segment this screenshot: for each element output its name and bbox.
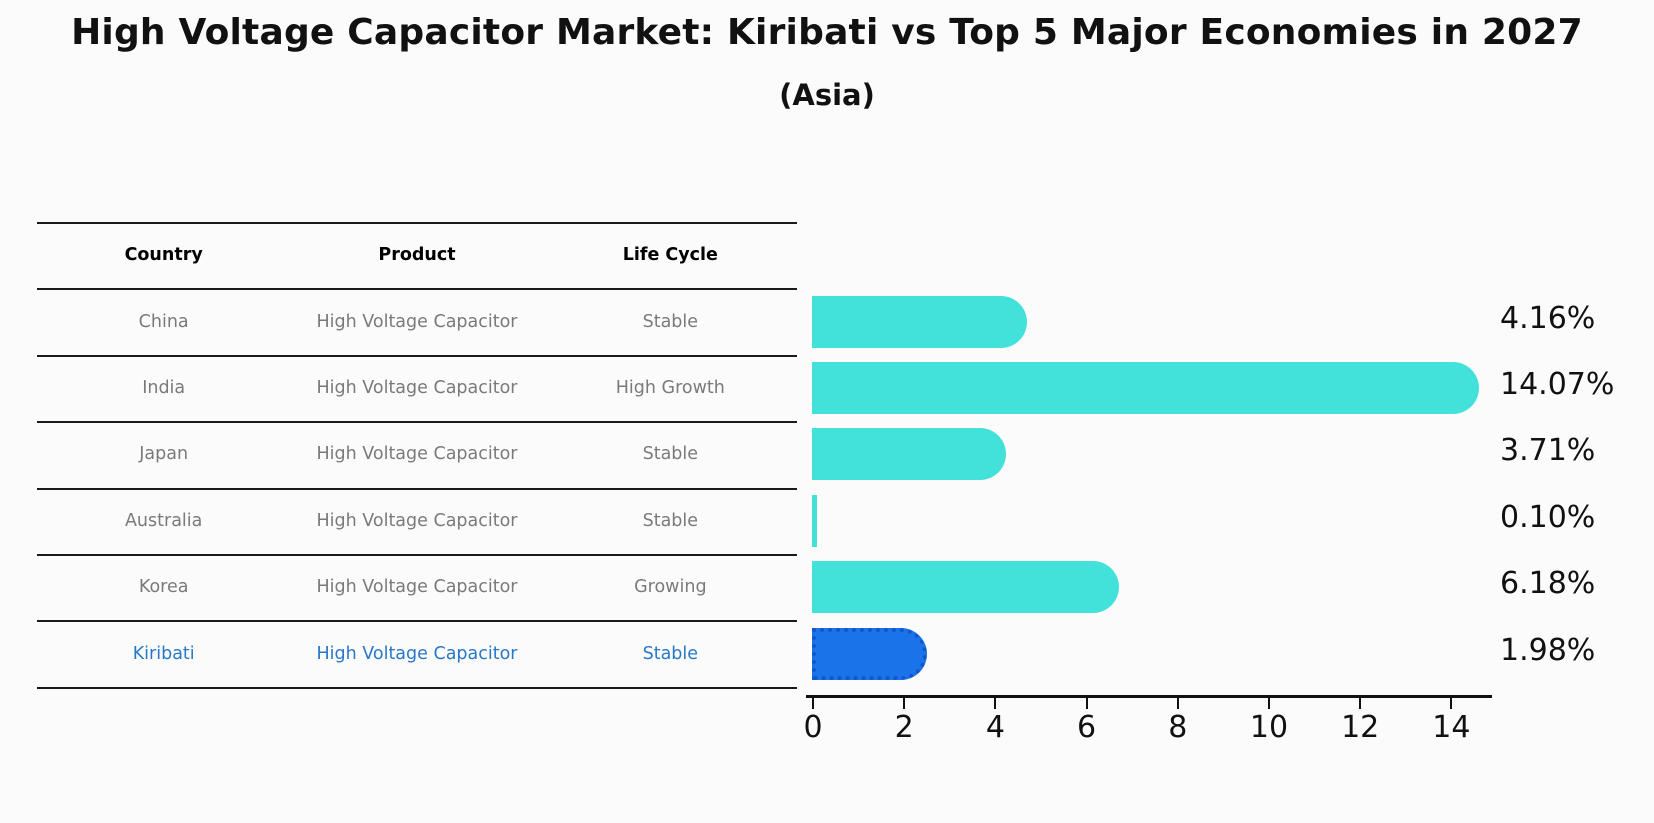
- table-cell-product: High Voltage Capacitor: [316, 444, 518, 465]
- x-axis-tick-label: 2: [894, 710, 914, 745]
- bar-india: [812, 362, 1479, 414]
- table-row: Australia High Voltage Capacitor Stable: [37, 488, 797, 554]
- bar-kiribati: [812, 627, 928, 680]
- x-axis-tick-label: 12: [1341, 710, 1380, 745]
- x-axis-tick-label: 8: [1168, 710, 1188, 745]
- chart-subtitle: (Asia): [779, 78, 875, 112]
- bar-value-label: 3.71%: [1500, 433, 1596, 469]
- table-rule: [37, 686, 797, 689]
- x-axis-tick-label: 0: [803, 710, 823, 745]
- table-header-product: Product: [378, 245, 456, 266]
- bar-value-label: 1.98%: [1500, 632, 1596, 668]
- table-rule: [37, 222, 797, 224]
- table-cell-product: High Voltage Capacitor: [316, 577, 518, 598]
- x-axis-tick: [1268, 697, 1270, 709]
- table-cell-lifecycle: Stable: [642, 311, 699, 332]
- table-header-country: Country: [124, 245, 203, 266]
- table-row: Kiribati High Voltage Capacitor Stable: [37, 621, 797, 687]
- table-rule: [37, 421, 797, 424]
- x-axis-tick-label: 4: [985, 710, 1005, 745]
- table-cell-country: Kiribati: [132, 643, 195, 664]
- table-cell-country: Japan: [139, 444, 189, 465]
- table-row: Korea High Voltage Capacitor Growing: [37, 554, 797, 620]
- table-cell-lifecycle: High Growth: [615, 378, 725, 398]
- x-axis-tick: [812, 697, 814, 709]
- table-rule: [37, 620, 797, 623]
- table-header-row: Country Product Life Cycle: [37, 222, 797, 288]
- bar-value-label: 6.18%: [1500, 566, 1596, 602]
- bar-japan: [812, 428, 1007, 481]
- table-cell-lifecycle: Growing: [634, 577, 707, 598]
- table-cell-country: China: [138, 311, 189, 332]
- bar-value-label: 4.16%: [1500, 300, 1596, 336]
- bar-value-label: 0.10%: [1500, 499, 1596, 535]
- bar-value-label: 14.07%: [1500, 367, 1615, 402]
- table-cell-lifecycle: Stable: [642, 444, 699, 465]
- table-row: India High Voltage Capacitor High Growth: [37, 355, 797, 421]
- table-cell-product: High Voltage Capacitor: [316, 643, 518, 664]
- table-header-lifecycle: Life Cycle: [622, 245, 718, 266]
- chart-title: High Voltage Capacitor Market: Kiribati …: [71, 12, 1583, 53]
- table-cell-product: High Voltage Capacitor: [316, 311, 518, 332]
- bar-china: [812, 295, 1027, 348]
- table-cell-product: High Voltage Capacitor: [316, 510, 518, 531]
- bar-korea: [812, 561, 1119, 614]
- x-axis-tick: [1359, 697, 1362, 709]
- table-cell-country: India: [142, 378, 186, 398]
- table-row: China High Voltage Capacitor Stable: [37, 289, 797, 355]
- table-cell-country: Australia: [124, 510, 203, 531]
- table-rule: [37, 354, 797, 357]
- table-rule: [37, 554, 797, 556]
- table-cell-country: Korea: [138, 577, 189, 598]
- x-axis-tick: [903, 697, 906, 709]
- x-axis-line: [806, 695, 1492, 698]
- table-cell-lifecycle: Stable: [642, 643, 699, 664]
- x-axis-tick-label: 14: [1432, 710, 1471, 745]
- table-rule: [37, 487, 797, 490]
- x-axis-tick-label: 10: [1249, 710, 1289, 745]
- table-cell-product: High Voltage Capacitor: [316, 378, 518, 398]
- x-axis-tick: [1450, 697, 1453, 709]
- x-axis-tick: [1085, 697, 1088, 709]
- x-axis-tick: [994, 697, 997, 709]
- table-cell-lifecycle: Stable: [642, 510, 699, 531]
- x-axis-tick: [1176, 697, 1179, 709]
- table-rule: [37, 288, 797, 291]
- x-axis-tick-label: 6: [1077, 710, 1097, 745]
- bar-australia: [812, 494, 817, 547]
- table-row: Japan High Voltage Capacitor Stable: [37, 421, 797, 487]
